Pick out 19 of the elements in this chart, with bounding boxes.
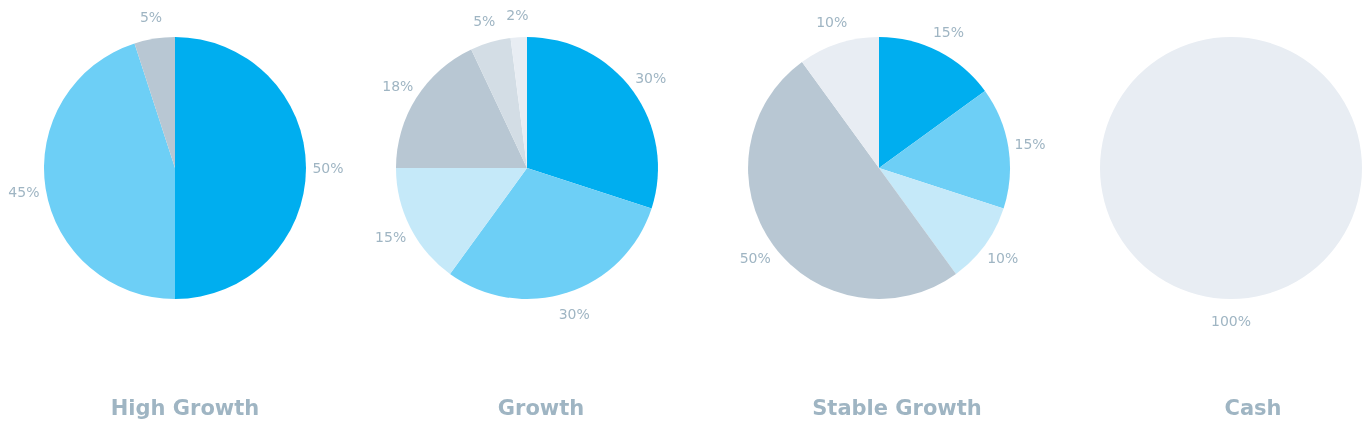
data-label: 45%: [8, 183, 40, 200]
data-label: 10%: [816, 14, 848, 31]
data-label: 30%: [558, 305, 590, 322]
data-label: 50%: [312, 160, 344, 176]
data-label: 5%: [139, 8, 163, 25]
data-label: 15%: [1014, 136, 1046, 153]
data-label: 15%: [932, 23, 965, 40]
data-label: 15%: [375, 229, 407, 246]
text: High Growth: [110, 395, 260, 420]
text: Growth: [497, 395, 585, 420]
text: Cash: [1224, 395, 1282, 420]
data-label: 2%: [506, 7, 529, 24]
data-label: 18%: [382, 78, 414, 95]
data-label: 5%: [473, 13, 496, 30]
data-label: 100%: [1210, 313, 1252, 329]
data-label: 50%: [739, 249, 771, 266]
text: Stable Growth: [812, 395, 982, 420]
data-label: 30%: [635, 70, 667, 87]
data-label: 10%: [987, 249, 1019, 266]
